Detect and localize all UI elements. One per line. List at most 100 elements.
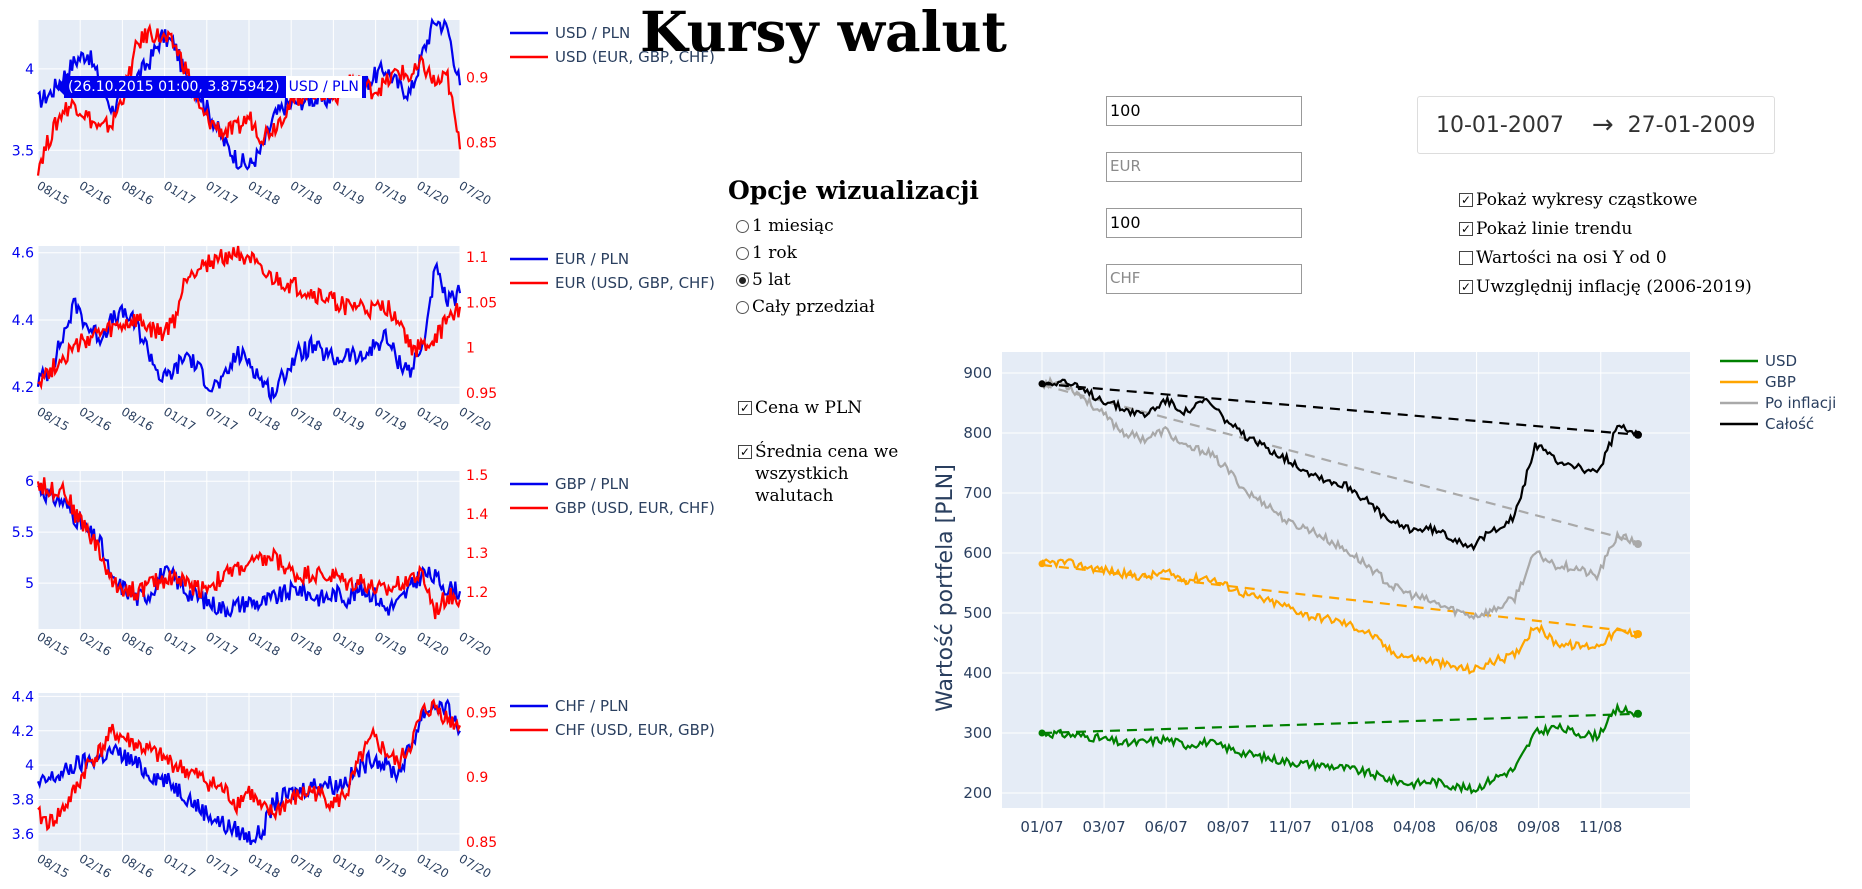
- x-tick-label: 07/20: [457, 629, 494, 658]
- radio-icon[interactable]: [736, 219, 749, 233]
- x-tick-label: 01/18: [246, 404, 283, 433]
- price-pln-checkbox[interactable]: ✓ Cena w PLN: [738, 398, 863, 418]
- x-tick-label: 07/17: [203, 851, 240, 880]
- y-left-tick-label: 3.6: [12, 827, 34, 843]
- y-right-tick-label: 0.85: [466, 835, 497, 851]
- currency-input-1[interactable]: EUR: [1106, 152, 1302, 182]
- checkbox-checked-icon[interactable]: ✓: [1459, 222, 1473, 236]
- x-tick-label: 01/20: [414, 404, 451, 433]
- date-end[interactable]: 27-01-2009: [1627, 112, 1756, 138]
- legend-label: CHF (USD, EUR, GBP): [555, 721, 715, 739]
- checkbox-checked-icon[interactable]: ✓: [1459, 193, 1473, 207]
- y-right-tick-label: 1.4: [466, 507, 488, 523]
- x-tick-label: 06/07: [1145, 818, 1188, 836]
- y-from-zero-checkbox[interactable]: Wartości na osi Y od 0: [1459, 247, 1667, 269]
- x-tick-label: 07/18: [288, 629, 325, 658]
- amount-input-2[interactable]: 100: [1106, 208, 1302, 238]
- y-left-tick-label: 5.5: [12, 525, 34, 541]
- amount-input-1[interactable]: 100: [1106, 96, 1302, 126]
- x-tick-label: 07/19: [372, 404, 409, 433]
- x-tick-label: 03/07: [1082, 818, 1125, 836]
- end-marker: [1634, 709, 1642, 718]
- legend-label: CHF / PLN: [555, 697, 629, 715]
- x-tick-label: 08/16: [119, 629, 156, 658]
- y-right-tick-label: 0.9: [466, 770, 488, 786]
- x-tick-label: 01/18: [246, 629, 283, 658]
- x-tick-label: 01/20: [414, 178, 451, 207]
- x-tick-label: 02/16: [77, 851, 114, 880]
- series-line-chfusdeurgbp: [37, 698, 462, 832]
- y-right-tick-label: 0.9: [466, 70, 488, 86]
- plot-area: [1002, 352, 1690, 808]
- series-line-eurpln: [36, 260, 462, 405]
- x-tick-label: 11/08: [1579, 818, 1622, 836]
- x-tick-label: 07/20: [457, 178, 494, 207]
- avg-price-checkbox[interactable]: ✓ Średnia cena we wszystkich walutach: [738, 442, 899, 506]
- y-left-tick-label: 4.4: [12, 313, 34, 329]
- date-range-picker[interactable]: 10-01-2007 → 27-01-2009: [1417, 96, 1775, 154]
- radio-icon[interactable]: [736, 300, 749, 314]
- legend-label: EUR / PLN: [555, 250, 629, 268]
- x-tick-label: 01/07: [1020, 818, 1063, 836]
- legend-label: Po inflacji: [1765, 394, 1836, 412]
- x-tick-label: 02/16: [77, 404, 114, 433]
- y-right-tick-label: 0.95: [466, 705, 497, 721]
- y-left-tick-label: 4: [25, 758, 34, 774]
- x-tick-label: 08/15: [35, 629, 72, 658]
- y-right-tick-label: 0.85: [466, 136, 497, 152]
- checkbox-checked-icon[interactable]: ✓: [1459, 280, 1473, 294]
- y-left-tick-label: 4: [25, 62, 34, 78]
- chf-subchart: 08/15 02/16 08/16 01/17 07/17 01/18 07/18 01/19…: [12, 689, 715, 880]
- legend-label: GBP: [1765, 373, 1796, 391]
- x-tick-label: 01/18: [246, 178, 283, 207]
- start-marker: [1038, 729, 1046, 737]
- y-tick-label: 900: [963, 364, 992, 382]
- legend-label: USD: [1765, 352, 1797, 370]
- checkbox-empty-icon[interactable]: [1459, 251, 1473, 265]
- x-tick-label: 01/19: [330, 178, 367, 207]
- x-tick-label: 07/18: [288, 851, 325, 880]
- range-5-years[interactable]: 5 lat: [736, 269, 791, 291]
- radio-selected-icon[interactable]: [736, 273, 749, 287]
- y-left-tick-label: 5: [25, 576, 34, 592]
- checkbox-checked-icon[interactable]: ✓: [738, 401, 752, 415]
- options-title: Opcje wizualizacji: [728, 176, 979, 205]
- x-tick-label: 07/18: [288, 404, 325, 433]
- show-subcharts-checkbox[interactable]: ✓ Pokaż wykresy cząstkowe: [1459, 190, 1698, 210]
- date-start[interactable]: 10-01-2007: [1436, 112, 1564, 138]
- y-left-tick-label: 3.8: [12, 792, 34, 808]
- x-tick-label: 07/20: [457, 404, 494, 433]
- tooltip-arrow-icon: [56, 79, 64, 95]
- range-all[interactable]: Cały przedział: [736, 296, 875, 318]
- x-tick-label: 08/16: [119, 404, 156, 433]
- trend-line: [1041, 712, 1639, 735]
- legend-label: GBP (USD, EUR, CHF): [555, 499, 715, 517]
- y-right-tick-label: 1.3: [466, 546, 488, 562]
- currency-input-2[interactable]: CHF: [1106, 264, 1302, 294]
- y-left-tick-label: 4.2: [12, 380, 34, 396]
- y-right-tick-label: 1.5: [466, 468, 488, 484]
- x-tick-label: 08/16: [119, 851, 156, 880]
- y-axis-title: Wartość portfela [PLN]: [933, 464, 958, 712]
- x-tick-label: 01/18: [246, 851, 283, 880]
- checkbox-checked-icon[interactable]: ✓: [738, 445, 752, 459]
- y-left-tick-label: 4.6: [12, 246, 34, 262]
- trend-line: [1041, 382, 1639, 436]
- series-line-gbppln: [37, 482, 462, 618]
- range-1-month[interactable]: 1 miesiąc: [736, 215, 834, 237]
- x-tick-label: 07/17: [203, 178, 240, 207]
- y-right-tick-label: 1.2: [466, 585, 488, 601]
- portfolio-chart: 200 300 400 500 600 700 800 900 01/07 03/07 06/07 0…: [933, 352, 1836, 836]
- x-tick-label: 02/16: [77, 629, 114, 658]
- range-1-year[interactable]: 1 rok: [736, 242, 797, 264]
- radio-icon[interactable]: [736, 246, 749, 260]
- y-right-tick-label: 0.95: [466, 386, 497, 402]
- show-trendlines-checkbox[interactable]: ✓ Pokaż linie trendu: [1459, 219, 1633, 239]
- end-marker: [1634, 430, 1642, 439]
- include-inflation-checkbox[interactable]: ✓ Uwzględnij inflację (2006-2019): [1459, 277, 1752, 297]
- start-marker: [1038, 560, 1046, 568]
- x-tick-label: 07/19: [372, 178, 409, 207]
- x-tick-label: 07/20: [457, 851, 494, 880]
- legend-label: GBP / PLN: [555, 475, 629, 493]
- x-tick-label: 06/08: [1455, 818, 1498, 836]
